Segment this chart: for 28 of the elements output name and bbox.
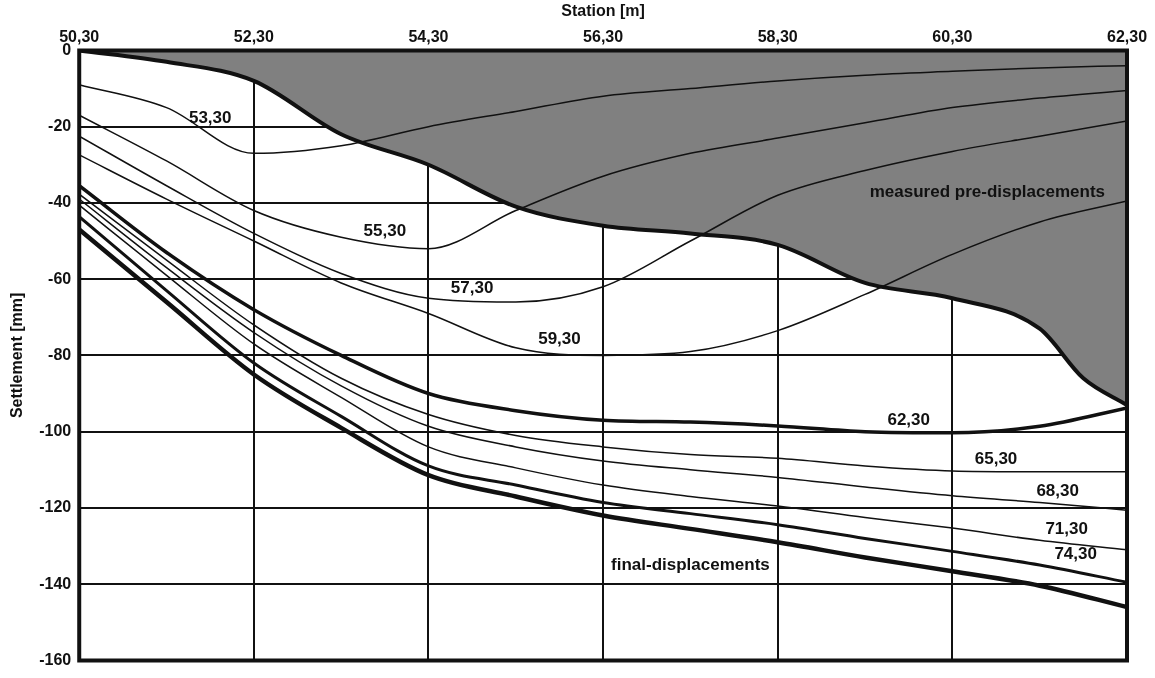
series-label: 55,30 [363,220,407,240]
series-label: measured pre-displacements [869,181,1105,201]
y-tick-label: -20 [48,117,72,135]
y-tick-label: -60 [48,269,72,287]
series-label: 59,30 [538,329,581,349]
series-label: 68,30 [1036,481,1079,501]
x-tick-label: 56,30 [583,28,624,46]
y-tick-label: -40 [48,193,72,211]
y-tick-label: -120 [39,498,72,516]
x-tick-label: 52,30 [233,28,274,46]
x-tick-label: 62,30 [1106,28,1148,46]
x-tick-label: 50,30 [59,28,100,46]
series-label: 53,30 [188,108,232,128]
y-tick-label: -80 [48,345,72,363]
x-tick-label: 54,30 [408,28,449,46]
series-label: 71,30 [1045,518,1088,538]
series-label: final-displacements [611,554,770,574]
x-tick-label: 58,30 [757,28,798,46]
y-axis-title: Settlement [mm] [8,292,26,419]
series-label: 62,30 [887,409,930,429]
y-tick-label: -140 [39,574,72,592]
y-tick-label: -100 [39,422,72,440]
series-label: 65,30 [974,448,1018,468]
x-tick-label: 60,30 [932,28,973,46]
series-label: 74,30 [1054,543,1097,563]
y-tick-label: -160 [39,650,72,668]
x-axis-title: Station [m] [561,2,645,20]
series-label: 57,30 [450,277,494,297]
